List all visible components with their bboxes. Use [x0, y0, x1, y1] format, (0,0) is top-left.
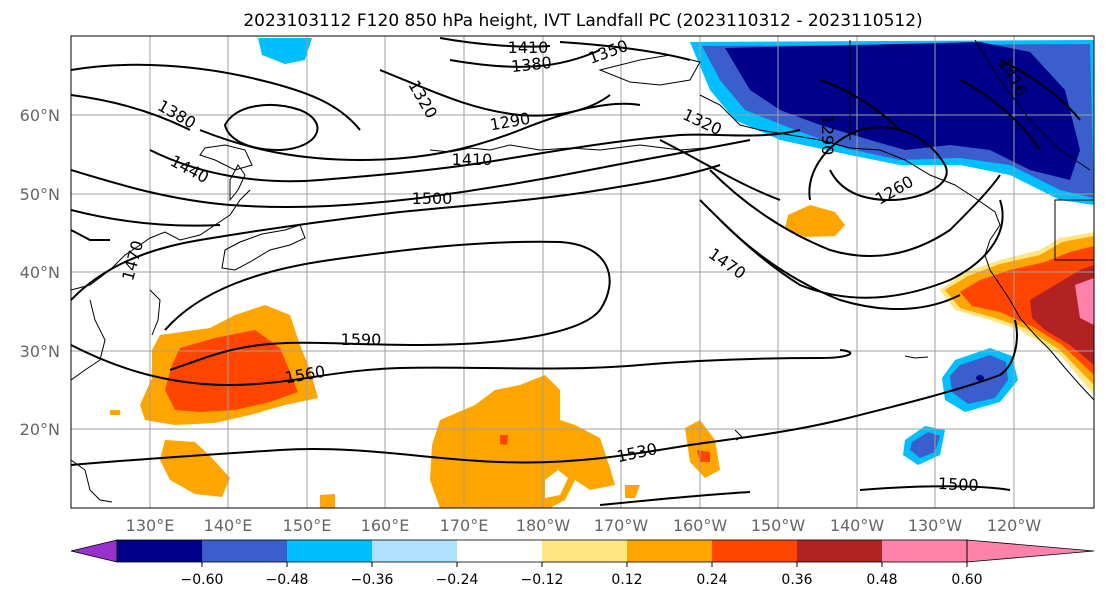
colorbar-segment: [627, 540, 712, 562]
colorbar-segment: [372, 540, 457, 562]
lon-tick-label: 130°E: [126, 516, 175, 535]
colorbar-segment: [202, 540, 287, 562]
lon-tick-label: 170°W: [594, 516, 649, 535]
colorbar: −0.60 −0.48 −0.36 −0.24 −0.12 0.12 0.24 …: [70, 539, 1095, 588]
lat-axis-labels: 60°N 50°N 40°N 30°N 20°N: [20, 106, 60, 439]
colorbar-segment: [457, 540, 542, 562]
colorbar-ticks: [201, 562, 968, 567]
positive-ivt-central-pacific: [320, 375, 720, 508]
lat-tick-label: 20°N: [20, 420, 60, 439]
colorbar-tick-label: 0.36: [781, 572, 812, 588]
lon-tick-label: 150°E: [283, 516, 332, 535]
map-panel: 1410 1380 1350 1320 1290 1380 1440 1470 …: [71, 36, 1094, 508]
colorbar-extend-high: [967, 540, 1094, 562]
colorbar-tick-label: −0.48: [266, 572, 309, 588]
colorbar-tick-labels: −0.60 −0.48 −0.36 −0.24 −0.12 0.12 0.24 …: [181, 572, 983, 588]
colorbar-extend-high-outline: [966, 539, 1095, 563]
negative-ivt-patch-subtropical: [942, 348, 1018, 412]
colorbar-tick-label: 0.48: [866, 572, 897, 588]
figure-title: 2023103112 F120 850 hPa height, IVT Land…: [243, 11, 922, 31]
colorbar-segment: [287, 540, 372, 562]
lon-tick-label: 130°W: [908, 516, 963, 535]
colorbar-segment: [542, 540, 627, 562]
lat-tick-label: 30°N: [20, 342, 60, 361]
lon-tick-label: 180°W: [516, 516, 571, 535]
lon-tick-label: 140°E: [204, 516, 253, 535]
map-frame: [70, 35, 1095, 509]
colorbar-tick-label: 0.12: [611, 572, 642, 588]
lon-tick-label: 140°W: [830, 516, 885, 535]
lon-tick-label: 160°W: [673, 516, 728, 535]
contour-label: 1290: [818, 115, 837, 156]
positive-ivt-west-coast: [940, 232, 1094, 395]
height-contours: [71, 37, 1081, 506]
lon-tick-label: 150°W: [751, 516, 806, 535]
lon-tick-label: 120°W: [987, 516, 1042, 535]
contour-label: 1500: [937, 474, 979, 495]
contour-label: 1590: [341, 330, 382, 349]
colorbar-segment: [797, 540, 882, 562]
contour-label: 1500: [412, 189, 453, 208]
colorbar-segment: [882, 540, 967, 562]
positive-ivt-gulf-alaska: [785, 205, 845, 237]
colorbar-tick-label: −0.36: [351, 572, 394, 588]
contour-label: 1380: [510, 53, 552, 76]
colorbar-tick-label: 0.60: [951, 572, 982, 588]
lon-tick-label: 160°E: [361, 516, 410, 535]
colorbar-tick-label: 0.24: [696, 572, 727, 588]
negative-ivt-patch-north: [258, 38, 312, 64]
colorbar-tick-label: −0.12: [521, 572, 564, 588]
lon-axis-labels: 130°E 140°E 150°E 160°E 170°E 180°W 170°…: [126, 516, 1042, 535]
lat-tick-label: 40°N: [20, 263, 60, 282]
lat-tick-label: 50°N: [20, 185, 60, 204]
lon-tick-label: 170°E: [440, 516, 489, 535]
contour-label: 1410: [452, 150, 493, 169]
colorbar-tick-label: −0.24: [436, 572, 479, 588]
contour-label: 1410: [508, 38, 549, 57]
colorbar-segment: [712, 540, 797, 562]
colorbar-tick-label: −0.60: [181, 572, 224, 588]
lat-tick-label: 60°N: [20, 106, 60, 125]
colorbar-extend-low: [70, 539, 118, 563]
colorbar-segment: [117, 540, 202, 562]
